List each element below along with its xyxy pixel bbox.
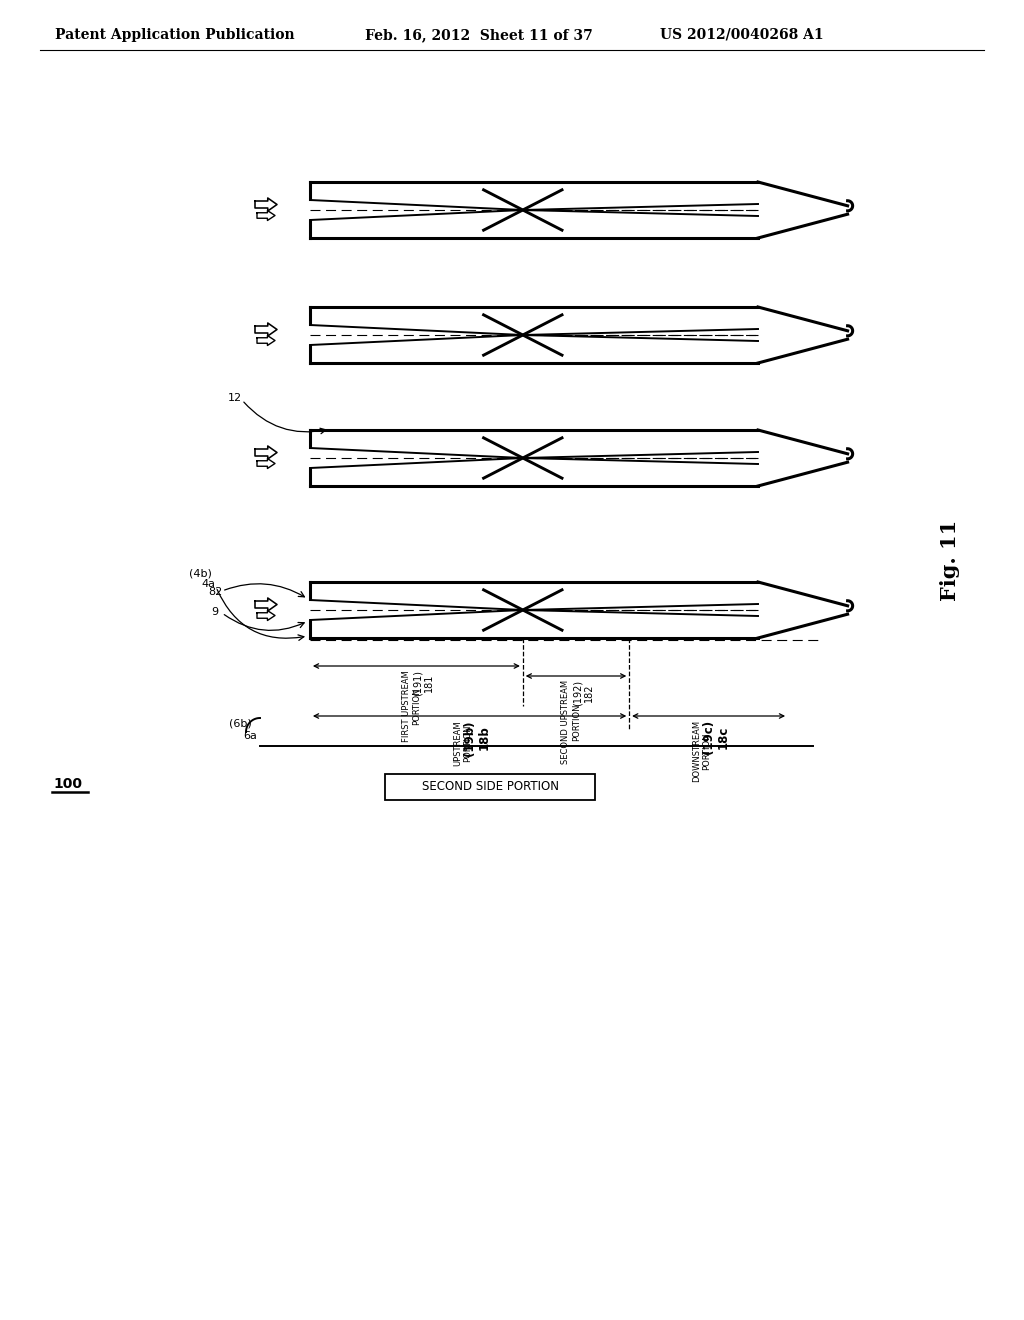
Text: (19b)
18b: (19b) 18b [463, 719, 490, 755]
Text: (191)
181: (191) 181 [413, 671, 434, 696]
Text: 82: 82 [208, 587, 222, 597]
Text: 12: 12 [228, 393, 242, 403]
Text: 9: 9 [211, 607, 218, 616]
Text: FIRST UPSTREAM
PORTION: FIRST UPSTREAM PORTION [401, 671, 421, 742]
Text: SECOND SIDE PORTION: SECOND SIDE PORTION [422, 780, 558, 793]
Text: UPSTREAM
PORTION: UPSTREAM PORTION [453, 719, 472, 766]
Text: Fig. 11: Fig. 11 [940, 519, 961, 601]
Text: Patent Application Publication: Patent Application Publication [55, 28, 295, 42]
Text: (6b): (6b) [228, 719, 251, 729]
Text: DOWNSTREAM
PORTION: DOWNSTREAM PORTION [692, 719, 712, 783]
Text: 100: 100 [53, 777, 83, 791]
Text: (19c)
18c: (19c) 18c [701, 719, 729, 754]
Text: 6a: 6a [243, 731, 257, 741]
Text: US 2012/0040268 A1: US 2012/0040268 A1 [660, 28, 823, 42]
Text: (192)
182: (192) 182 [572, 680, 594, 706]
Text: (4b): (4b) [188, 569, 211, 579]
FancyBboxPatch shape [385, 774, 595, 800]
Text: SECOND UPSTREAM
PORTION: SECOND UPSTREAM PORTION [561, 680, 581, 764]
Text: 4a: 4a [201, 579, 215, 589]
Text: Feb. 16, 2012  Sheet 11 of 37: Feb. 16, 2012 Sheet 11 of 37 [365, 28, 593, 42]
